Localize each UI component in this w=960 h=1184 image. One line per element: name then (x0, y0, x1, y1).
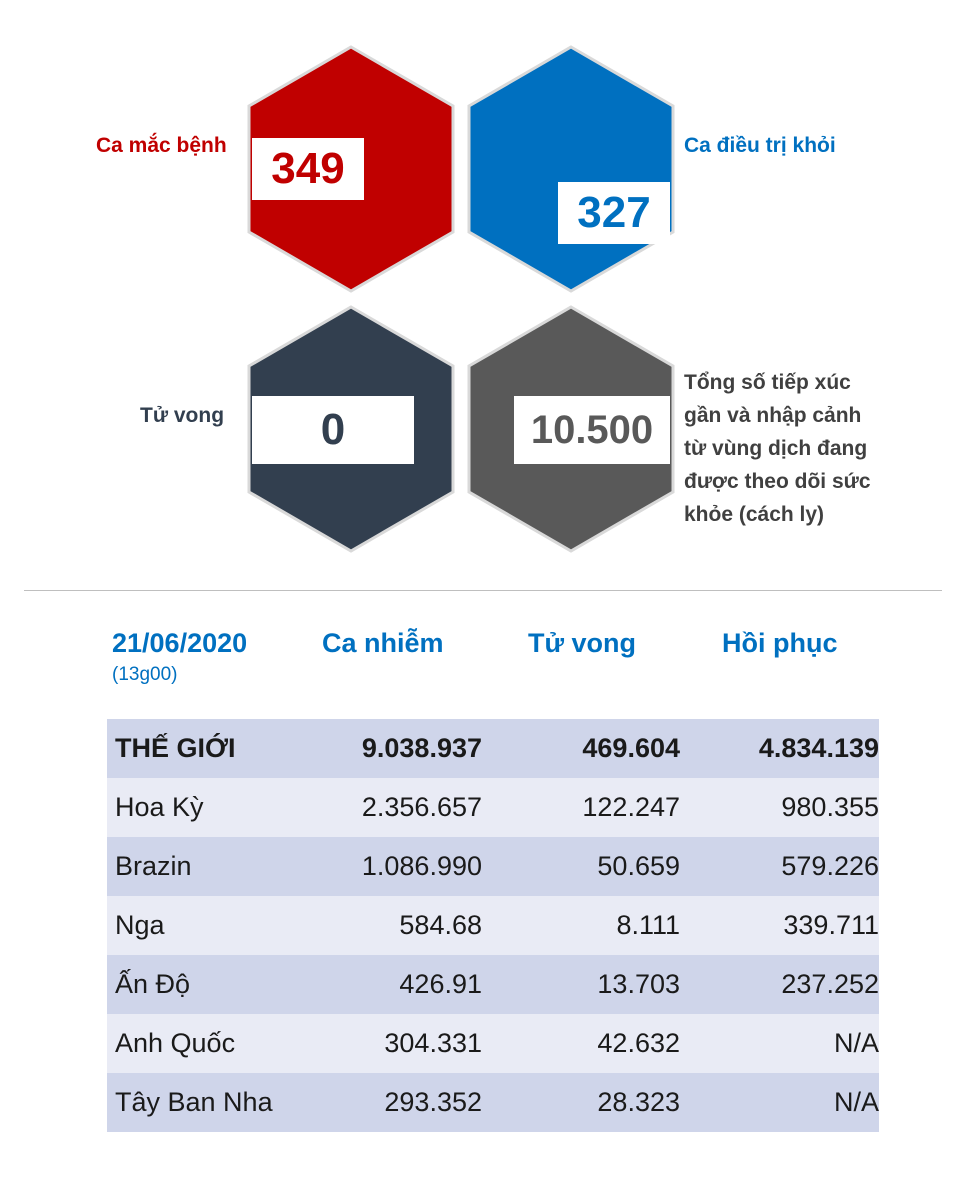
monitored-value: 10.500 (530, 407, 654, 452)
deaths-cell: 122.247 (582, 792, 680, 822)
cases-cell: 426.91 (399, 969, 482, 999)
table-row: THẾ GIỚI 9.038.937 469.604 4.834.139 (107, 719, 879, 778)
cases-value-box: 349 (252, 138, 364, 200)
cases-tile: 349 (246, 44, 456, 294)
deaths-cell: 50.659 (597, 851, 680, 881)
table-row: Nga 584.68 8.111 339.711 (107, 896, 879, 955)
monitored-label: Tổng số tiếp xúc gần và nhập cảnh từ vùn… (684, 371, 871, 526)
country-cell: Anh Quốc (115, 1028, 236, 1058)
country-cell: Brazin (115, 851, 192, 881)
header-cases: Ca nhiễm (322, 628, 444, 658)
cases-value: 349 (271, 144, 345, 193)
deaths-label: Tử vong (140, 404, 225, 427)
cases-label: Ca mắc bệnh (96, 134, 227, 157)
cases-cell: 1.086.990 (361, 851, 482, 881)
header-deaths: Tử vong (528, 628, 637, 658)
monitored-tile: 10.500 (466, 304, 676, 554)
recovered-cell: 980.355 (781, 792, 879, 822)
table-row: Anh Quốc 304.331 42.632 N/A (107, 1014, 879, 1073)
table-time: (13g00) (112, 664, 178, 685)
cases-cell: 9.038.937 (361, 733, 482, 763)
recovered-cell: N/A (833, 1087, 879, 1117)
cases-cell: 2.356.657 (361, 792, 482, 822)
cases-cell: 293.352 (384, 1087, 482, 1117)
recovered-cell: 237.252 (781, 969, 879, 999)
deaths-cell: 28.323 (597, 1087, 680, 1117)
table-row: Ấn Độ 426.91 13.703 237.252 (107, 955, 879, 1014)
recovered-cell: 339.711 (783, 910, 879, 940)
table-date: 21/06/2020 (112, 628, 248, 658)
table-row: Brazin 1.086.990 50.659 579.226 (107, 837, 879, 896)
recovered-cell: 579.226 (781, 851, 879, 881)
deaths-tile: 0 (246, 304, 456, 554)
header-recovered: Hồi phục (722, 628, 838, 658)
country-cell: THẾ GIỚI (115, 733, 236, 763)
recovered-cell: N/A (833, 1028, 879, 1058)
cases-cell: 584.68 (399, 910, 482, 940)
deaths-value: 0 (320, 405, 346, 454)
recovered-cell: 4.834.139 (758, 733, 879, 763)
deaths-cell: 469.604 (582, 733, 680, 763)
country-cell: Hoa Kỳ (115, 792, 204, 822)
country-cell: Ấn Độ (115, 969, 191, 999)
deaths-cell: 8.111 (616, 910, 680, 940)
recovered-label: Ca điều trị khỏi (684, 134, 836, 157)
monitored-value-box: 10.500 (514, 396, 670, 464)
deaths-value-box: 0 (252, 396, 414, 464)
covid-table: THẾ GIỚI 9.038.937 469.604 4.834.139 Hoa… (107, 719, 879, 1132)
table-row: Tây Ban Nha 293.352 28.323 N/A (107, 1073, 879, 1132)
section-divider (24, 590, 942, 591)
country-cell: Tây Ban Nha (115, 1087, 273, 1117)
cases-cell: 304.331 (384, 1028, 482, 1058)
table-row: Hoa Kỳ 2.356.657 122.247 980.355 (107, 778, 879, 837)
country-cell: Nga (115, 910, 165, 940)
recovered-value: 327 (577, 188, 651, 237)
hexagon-shape (467, 45, 675, 293)
recovered-tile: 327 (466, 44, 676, 294)
deaths-cell: 42.632 (597, 1028, 680, 1058)
deaths-cell: 13.703 (597, 969, 680, 999)
recovered-value-box: 327 (558, 182, 670, 244)
